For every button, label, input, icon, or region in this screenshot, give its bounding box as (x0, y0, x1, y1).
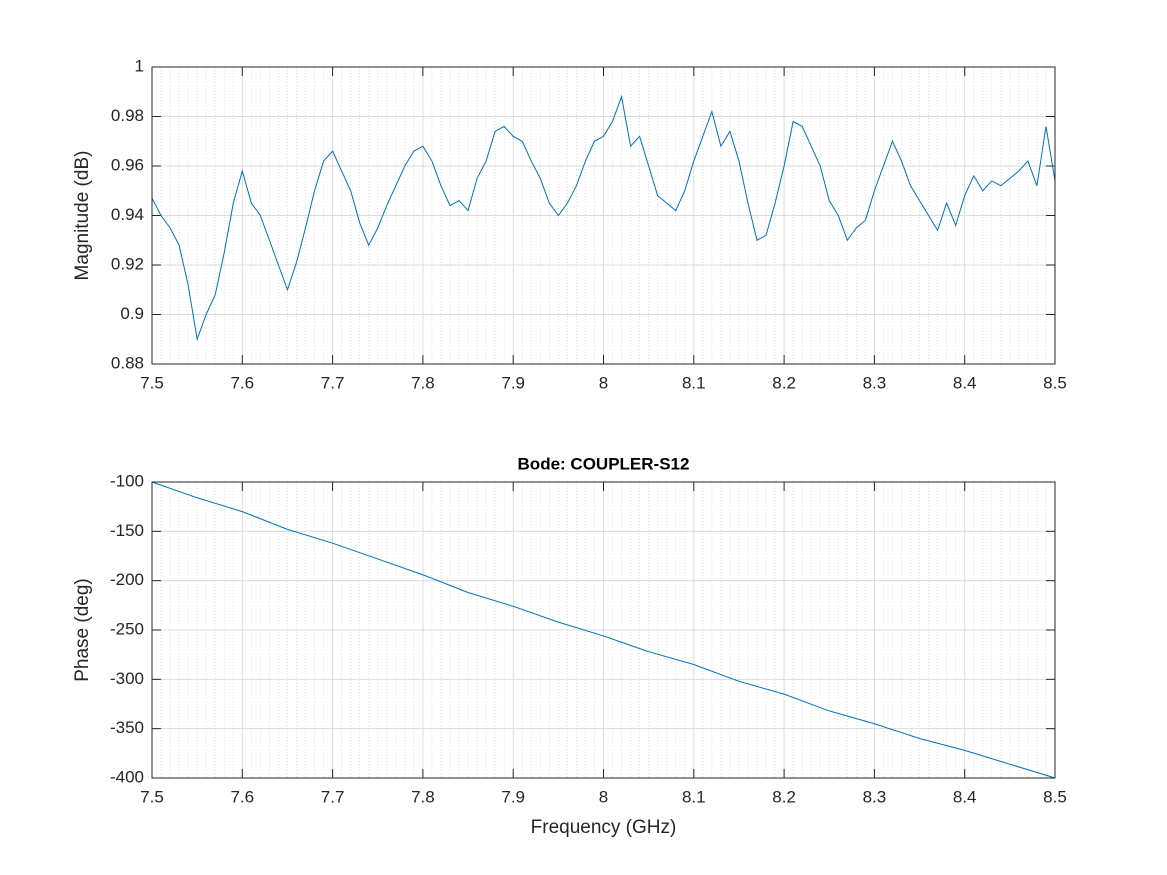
y-tick-label: 0.9 (120, 304, 144, 323)
x-tick-label: 7.6 (230, 787, 254, 806)
x-tick-label: 7.5 (140, 787, 164, 806)
y-tick-label: -250 (110, 619, 144, 638)
x-tick-label: 8.1 (682, 787, 706, 806)
x-axis-label: Frequency (GHz) (531, 817, 677, 838)
y-tick-label: 0.92 (111, 254, 144, 273)
x-tick-label: 7.9 (501, 373, 525, 392)
x-tick-label: 8.5 (1043, 787, 1067, 806)
y-tick-label: 0.88 (111, 353, 144, 372)
x-tick-label: 8.2 (772, 373, 796, 392)
x-tick-label: 8.4 (953, 373, 977, 392)
axes-box (151, 66, 1056, 365)
y-tick-label: 1 (135, 56, 144, 75)
x-tick-label: 8 (599, 373, 608, 392)
x-tick-label: 7.6 (230, 373, 254, 392)
x-tick-label: 8.2 (772, 787, 796, 806)
y-tick-label: 0.98 (111, 106, 144, 125)
data-line (151, 481, 1056, 779)
x-tick-label: 8.3 (863, 373, 887, 392)
x-tick-label: 7.7 (321, 373, 345, 392)
chart-title: Bode: COUPLER-S12 (518, 454, 690, 473)
x-tick-label: 8.1 (682, 373, 706, 392)
axes-box (151, 481, 1056, 779)
x-tick-label: 8.3 (863, 787, 887, 806)
y-tick-label: 0.96 (111, 155, 144, 174)
x-tick-label: 8 (599, 787, 608, 806)
x-tick-label: 7.8 (411, 787, 435, 806)
x-tick-label: 8.4 (953, 787, 977, 806)
y-tick-label: -150 (110, 521, 144, 540)
y-tick-label: -300 (110, 669, 144, 688)
x-tick-label: 7.5 (140, 373, 164, 392)
data-line (151, 94, 1056, 342)
y-axis-label: Magnitude (dB) (72, 151, 93, 281)
y-tick-label: -200 (110, 570, 144, 589)
y-tick-label: -350 (110, 718, 144, 737)
y-tick-label: -100 (110, 471, 144, 490)
y-axis-label: Phase (deg) (72, 578, 93, 682)
x-tick-label: 7.7 (321, 787, 345, 806)
y-tick-label: 0.94 (111, 205, 144, 224)
y-tick-label: -400 (110, 767, 144, 786)
x-tick-label: 7.8 (411, 373, 435, 392)
x-tick-label: 8.5 (1043, 373, 1067, 392)
x-tick-label: 7.9 (501, 787, 525, 806)
